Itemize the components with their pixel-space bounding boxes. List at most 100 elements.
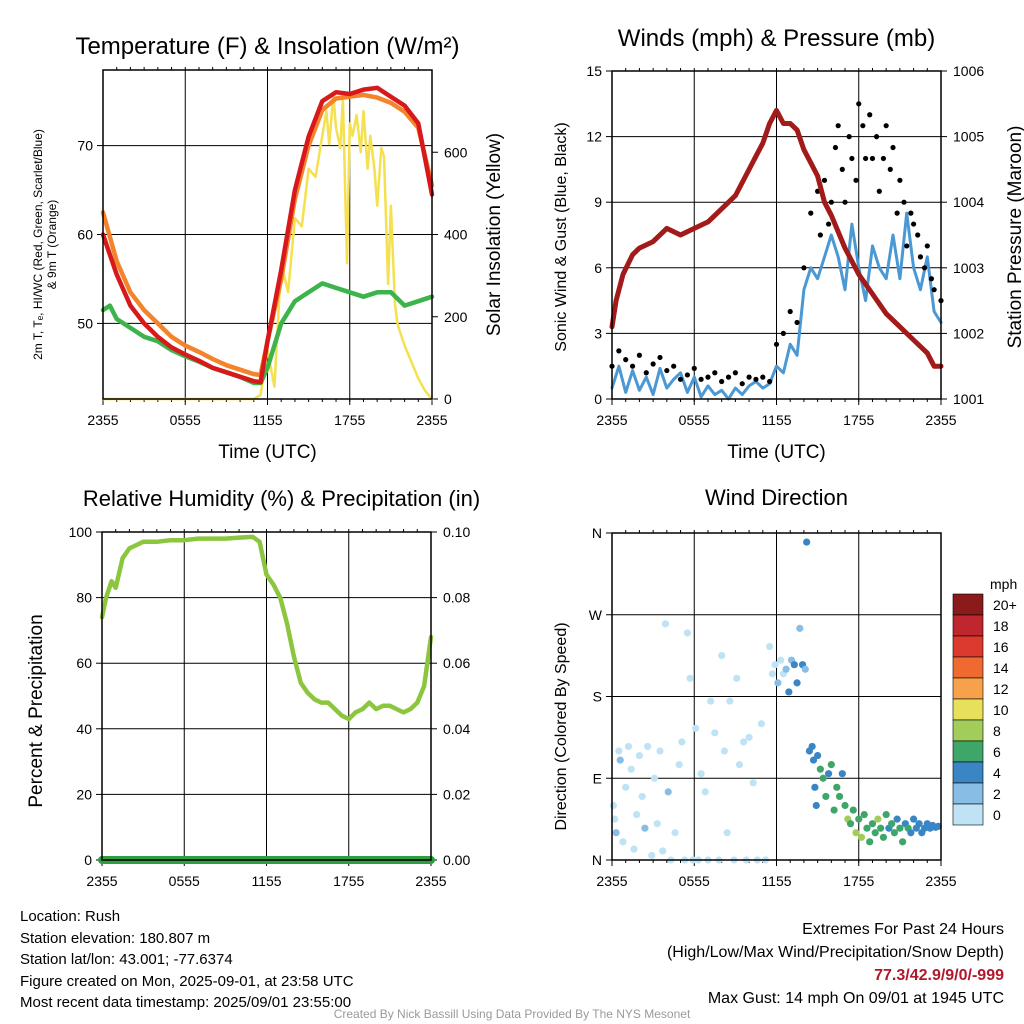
gust-point xyxy=(698,376,704,382)
y2-tick-label: 0.04 xyxy=(443,721,470,737)
direction-point xyxy=(782,665,790,673)
direction-point xyxy=(893,815,901,823)
y-tick-label: 12 xyxy=(586,129,602,145)
x-tick-label: 2355 xyxy=(596,873,627,889)
gust-point xyxy=(801,265,807,271)
colorbar-label: 14 xyxy=(993,660,1009,676)
gust-point xyxy=(760,374,766,380)
gust-point xyxy=(787,308,793,315)
y-tick-label: W xyxy=(589,607,603,623)
gust-point xyxy=(636,352,643,358)
gust-point xyxy=(753,376,759,382)
direction-point xyxy=(615,747,623,755)
gust-point xyxy=(910,221,917,227)
gust-point xyxy=(853,177,859,183)
direction-point xyxy=(907,829,915,837)
direction-point xyxy=(768,670,776,678)
gust-point xyxy=(867,112,873,118)
x-tick-label: 1755 xyxy=(334,412,365,428)
direction-point xyxy=(774,679,782,687)
gust-point xyxy=(883,123,889,129)
gust-point xyxy=(629,363,636,369)
panel-winds: 2355 0555 1155 1755 2355 0 3 6 9 12 15 1001 1002 1003… xyxy=(553,25,1024,463)
direction-point xyxy=(612,829,620,837)
direction-point xyxy=(835,792,844,801)
gust-point xyxy=(828,199,834,205)
gust-point xyxy=(915,232,921,238)
gust-point xyxy=(677,376,684,382)
colorbar-label: 12 xyxy=(993,681,1009,697)
y-tick-label: N xyxy=(592,525,602,541)
direction-point xyxy=(855,815,863,823)
direction-point xyxy=(624,742,633,751)
direction-point xyxy=(827,761,835,769)
x-tick-label: 1155 xyxy=(252,412,282,428)
direction-point xyxy=(735,761,744,769)
gust-point xyxy=(719,378,725,385)
y2-tick-label: 200 xyxy=(444,309,468,325)
series-rh xyxy=(99,534,434,722)
y2-tick-label: 0 xyxy=(444,391,452,407)
direction-point xyxy=(656,747,664,755)
y-tick-label: 60 xyxy=(76,655,92,671)
gust-point xyxy=(887,166,893,172)
plot-border xyxy=(101,531,432,861)
x-tick-label: 1155 xyxy=(761,412,791,428)
direction-point xyxy=(648,851,656,860)
plot-border xyxy=(102,69,433,400)
direction-point xyxy=(814,751,822,760)
direction-point xyxy=(771,661,779,669)
gust-point xyxy=(657,354,663,361)
gust-point xyxy=(817,232,823,238)
direction-point xyxy=(627,765,635,773)
direction-point xyxy=(740,738,748,746)
gust-point xyxy=(860,123,866,129)
gust-point xyxy=(732,370,738,376)
direction-point xyxy=(801,665,809,673)
colorbar-swatch xyxy=(952,782,984,805)
gust-point xyxy=(616,348,622,354)
colorbar-label: 20+ xyxy=(993,597,1017,613)
direction-point xyxy=(683,629,691,637)
extremes-title: Extremes For Past 24 Hours xyxy=(802,921,1004,938)
x-tick-label: 1755 xyxy=(843,873,874,889)
gust-point xyxy=(890,144,896,151)
direction-point xyxy=(824,770,833,778)
gust-point xyxy=(712,370,718,376)
gust-point xyxy=(876,188,882,194)
chart-title: Wind Direction xyxy=(705,485,848,510)
direction-point xyxy=(796,624,804,632)
direction-point xyxy=(909,815,918,823)
y2-tick-label: 1006 xyxy=(953,63,984,79)
y-tick-label: 100 xyxy=(69,524,93,540)
direction-point xyxy=(711,729,719,737)
direction-point xyxy=(692,724,700,732)
y-tick-label: 70 xyxy=(77,138,93,154)
x-tick-label: 0555 xyxy=(679,873,710,889)
direction-point xyxy=(863,824,871,832)
x-tick-label: 1755 xyxy=(333,873,364,889)
direction-point xyxy=(659,847,667,855)
extremes-panel: Extremes For Past 24 Hours (High/Low/Max… xyxy=(667,918,1004,1010)
station-latlon: Station lat/lon: 43.001; -77.6374 xyxy=(20,951,233,968)
direction-point xyxy=(819,774,827,782)
gust-point xyxy=(869,155,876,162)
direction-point xyxy=(896,824,904,832)
direction-point xyxy=(644,742,652,751)
gust-point xyxy=(705,374,711,380)
direction-point xyxy=(686,674,694,682)
gust-point xyxy=(863,155,869,162)
direction-point xyxy=(838,770,846,778)
y-axis-label: Direction (Colored By Speed) xyxy=(553,622,570,830)
y-tick-label: S xyxy=(593,689,602,705)
direction-point xyxy=(846,820,855,828)
direction-point xyxy=(675,761,683,769)
y2-tick-label: 0.08 xyxy=(443,590,470,606)
y2-axis-label: Station Pressure (Maroon) xyxy=(1005,126,1024,349)
y2-tick-label: 0.02 xyxy=(443,786,470,802)
gust-point xyxy=(691,365,697,371)
direction-point xyxy=(723,829,731,837)
y-tick-label: 0 xyxy=(594,391,602,407)
direction-point xyxy=(630,845,638,853)
gust-point xyxy=(821,177,828,183)
